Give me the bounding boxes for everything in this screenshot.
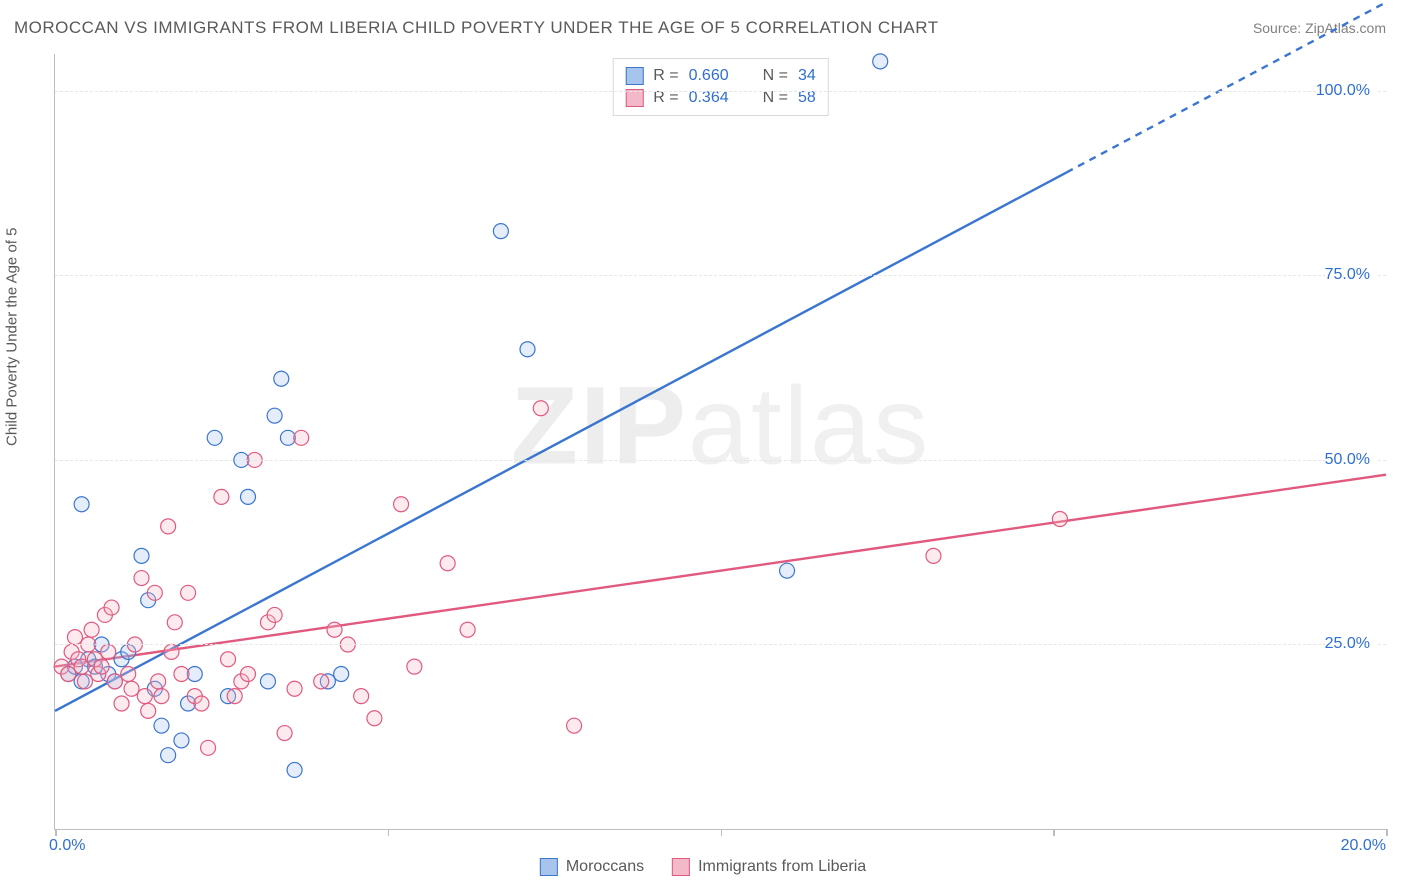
data-point-liberia bbox=[394, 497, 409, 512]
swatch-moroccans bbox=[625, 67, 643, 85]
data-point-moroccans bbox=[207, 430, 222, 445]
data-point-liberia bbox=[287, 681, 302, 696]
data-point-moroccans bbox=[287, 762, 302, 777]
data-point-liberia bbox=[214, 489, 229, 504]
source-attribution: Source: ZipAtlas.com bbox=[1253, 20, 1386, 36]
data-point-liberia bbox=[121, 667, 136, 682]
data-point-liberia bbox=[1052, 512, 1067, 527]
x-axis-labels: 0.0%20.0% bbox=[55, 837, 1386, 857]
swatch-moroccans-icon bbox=[540, 858, 558, 876]
data-point-liberia bbox=[221, 652, 236, 667]
data-point-moroccans bbox=[154, 718, 169, 733]
x-tick-label: 20.0% bbox=[1341, 837, 1386, 855]
data-point-liberia bbox=[104, 600, 119, 615]
data-point-liberia bbox=[181, 585, 196, 600]
x-tick-label: 0.0% bbox=[49, 837, 85, 855]
data-point-liberia bbox=[460, 622, 475, 637]
y-tick-label: 25.0% bbox=[1325, 635, 1378, 653]
data-point-liberia bbox=[354, 689, 369, 704]
legend-item-liberia: Immigrants from Liberia bbox=[672, 858, 866, 876]
y-tick-label: 100.0% bbox=[1316, 82, 1378, 100]
data-point-liberia bbox=[294, 430, 309, 445]
data-point-moroccans bbox=[74, 497, 89, 512]
data-point-liberia bbox=[267, 607, 282, 622]
data-point-liberia bbox=[137, 689, 152, 704]
data-point-liberia bbox=[151, 674, 166, 689]
data-point-liberia bbox=[107, 674, 122, 689]
data-point-liberia bbox=[134, 571, 149, 586]
y-tick-label: 50.0% bbox=[1325, 451, 1378, 469]
data-point-liberia bbox=[174, 667, 189, 682]
legend-label-liberia: Immigrants from Liberia bbox=[698, 858, 866, 876]
source-link[interactable]: ZipAtlas.com bbox=[1305, 20, 1386, 36]
plot-area: ZIPatlas R = 0.660 N = 34 R = 0.364 N = … bbox=[54, 54, 1386, 830]
data-point-moroccans bbox=[873, 54, 888, 69]
data-point-liberia bbox=[154, 689, 169, 704]
data-point-moroccans bbox=[493, 224, 508, 239]
source-prefix: Source: bbox=[1253, 20, 1305, 36]
data-point-moroccans bbox=[260, 674, 275, 689]
data-point-liberia bbox=[440, 556, 455, 571]
data-point-moroccans bbox=[780, 563, 795, 578]
y-axis-title: Child Poverty Under the Age of 5 bbox=[4, 228, 21, 446]
data-point-liberia bbox=[314, 674, 329, 689]
legend-row-moroccans: R = 0.660 N = 34 bbox=[625, 65, 816, 87]
data-point-liberia bbox=[114, 696, 129, 711]
r-label: R = bbox=[653, 67, 678, 85]
data-point-liberia bbox=[227, 689, 242, 704]
chart-title: MOROCCAN VS IMMIGRANTS FROM LIBERIA CHIL… bbox=[14, 18, 939, 38]
data-point-moroccans bbox=[267, 408, 282, 423]
data-point-liberia bbox=[240, 667, 255, 682]
correlation-legend: R = 0.660 N = 34 R = 0.364 N = 58 bbox=[612, 58, 829, 116]
data-point-liberia bbox=[101, 644, 116, 659]
data-point-liberia bbox=[124, 681, 139, 696]
data-point-liberia bbox=[61, 667, 76, 682]
data-point-liberia bbox=[407, 659, 422, 674]
data-point-liberia bbox=[277, 726, 292, 741]
data-point-moroccans bbox=[240, 489, 255, 504]
data-point-moroccans bbox=[174, 733, 189, 748]
n-label: N = bbox=[763, 67, 788, 85]
data-point-moroccans bbox=[334, 667, 349, 682]
chart-container: MOROCCAN VS IMMIGRANTS FROM LIBERIA CHIL… bbox=[0, 0, 1406, 892]
series-legend: Moroccans Immigrants from Liberia bbox=[540, 858, 866, 876]
data-point-liberia bbox=[367, 711, 382, 726]
data-point-liberia bbox=[926, 548, 941, 563]
data-point-liberia bbox=[164, 644, 179, 659]
swatch-liberia-icon bbox=[672, 858, 690, 876]
data-point-liberia bbox=[201, 740, 216, 755]
scatter-plot-svg bbox=[55, 54, 1386, 829]
legend-label-moroccans: Moroccans bbox=[566, 858, 644, 876]
data-point-liberia bbox=[77, 674, 92, 689]
data-point-liberia bbox=[161, 519, 176, 534]
data-point-liberia bbox=[67, 630, 82, 645]
data-point-liberia bbox=[94, 659, 109, 674]
data-point-liberia bbox=[141, 703, 156, 718]
data-point-moroccans bbox=[274, 371, 289, 386]
data-point-moroccans bbox=[520, 342, 535, 357]
data-point-liberia bbox=[147, 585, 162, 600]
data-point-liberia bbox=[327, 622, 342, 637]
data-point-liberia bbox=[567, 718, 582, 733]
r-value-moroccans: 0.660 bbox=[689, 67, 729, 85]
data-point-moroccans bbox=[134, 548, 149, 563]
legend-item-moroccans: Moroccans bbox=[540, 858, 644, 876]
data-point-liberia bbox=[167, 615, 182, 630]
y-tick-label: 75.0% bbox=[1325, 266, 1378, 284]
data-point-liberia bbox=[194, 696, 209, 711]
data-point-moroccans bbox=[161, 748, 176, 763]
data-point-liberia bbox=[533, 401, 548, 416]
data-point-liberia bbox=[84, 622, 99, 637]
data-point-liberia bbox=[74, 659, 89, 674]
n-value-moroccans: 34 bbox=[798, 67, 816, 85]
